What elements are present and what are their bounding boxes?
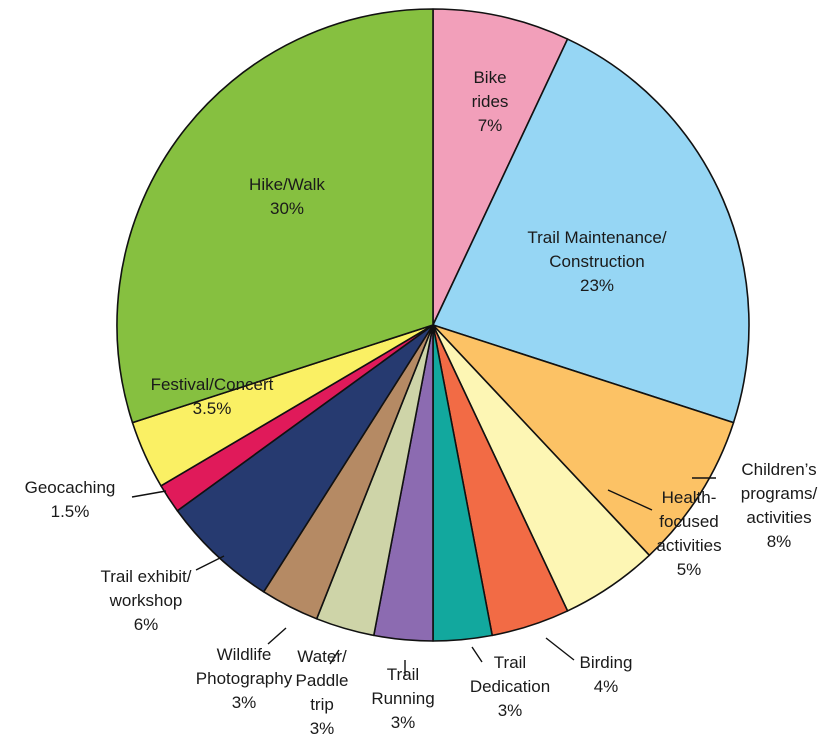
pie-slice-trail-maintenance-construction: [432, 38, 750, 424]
pie-slice-children-s-programs-activities: [432, 324, 735, 557]
labels-layer: Bike rides 7% Trail Maintenance/Constructio…: [25, 68, 818, 738]
slice-label-trail-exhibit-workshop: Trail exhibit/workshop 6%: [100, 567, 191, 634]
leader-line-trail-dedication: [471, 646, 483, 663]
pie-slice-bike-rides: [432, 8, 569, 326]
slice-label-children-s-programs-activities: Children’s programs/activities 8%: [741, 460, 818, 551]
slice-label-festival-concert: Festival/Concert 3.5%: [151, 375, 274, 418]
slice-label-geocaching: Geocaching 1.5%: [25, 478, 116, 521]
slice-label-trail-dedication: Trail Dedication 3%: [470, 653, 550, 720]
slice-label-birding: Birding 4%: [580, 653, 633, 696]
slices-layer: [116, 8, 750, 642]
slice-label-trail-running: Trail Running 3%: [371, 665, 434, 732]
slice-label-wildlife-photography: Wildlife Photography 3%: [196, 645, 293, 712]
slice-label-water-paddle-trip: Water/Paddle trip 3%: [296, 647, 349, 738]
slice-label-hike-walk: Hike/Walk 30%: [249, 175, 325, 218]
pie-slice-trail-exhibit-workshop: [176, 324, 434, 593]
leader-line-trail-exhibit-workshop: [195, 555, 225, 571]
slice-label-health-focused-activities: Health-focused activities 5%: [656, 488, 721, 579]
leader-line-geocaching: [131, 490, 167, 498]
leader-line-birding: [545, 637, 575, 661]
leader-line-water-paddle-trip: [329, 649, 340, 665]
leader-line-wildlife-photography: [267, 627, 287, 645]
slice-label-trail-maintenance-construction: Trail Maintenance/Construction 23%: [527, 228, 666, 295]
pie-slice-hike-walk: [116, 8, 434, 424]
slice-label-bike-rides: Bike rides 7%: [472, 68, 509, 135]
leader-line-health-focused-activities: [607, 489, 653, 511]
leader-lines-layer: [131, 477, 716, 676]
